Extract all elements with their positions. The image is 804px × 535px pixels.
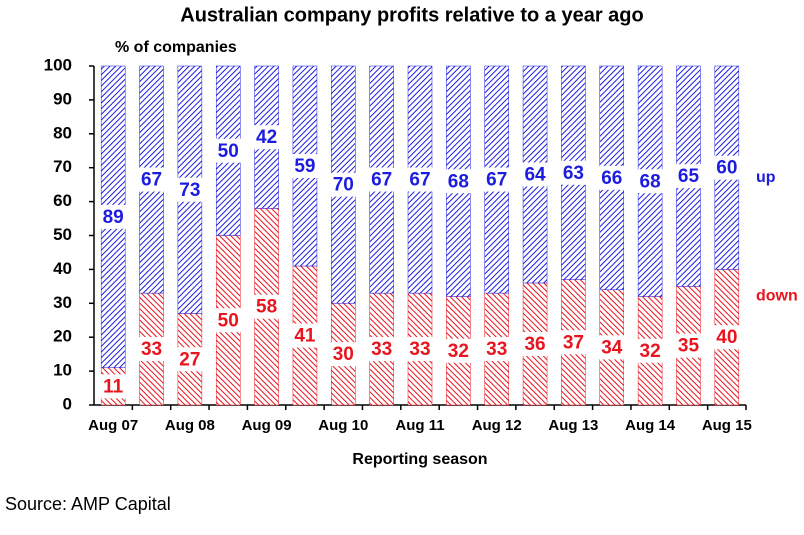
y-tick-label: 50 <box>53 225 72 244</box>
data-label-bg <box>520 162 551 187</box>
data-label: 67 <box>371 170 392 191</box>
data-label-bg <box>443 169 474 194</box>
data-label: 73 <box>179 180 200 201</box>
data-label-bg <box>213 138 244 163</box>
data-label-bg <box>481 337 512 362</box>
data-label: 33 <box>371 339 392 360</box>
x-tick-label: Aug 08 <box>165 417 215 434</box>
x-tick-label: Aug 13 <box>548 417 598 434</box>
data-label-bg <box>558 330 589 355</box>
data-label-bg <box>289 323 320 348</box>
y-tick-label: 0 <box>63 394 72 413</box>
data-label: 11 <box>103 376 124 397</box>
data-label-bg <box>635 169 666 194</box>
data-label: 66 <box>601 168 622 189</box>
data-label: 34 <box>601 337 623 358</box>
data-label: 58 <box>256 297 277 318</box>
x-tick-label: Aug 12 <box>472 417 522 434</box>
y-axis-label: % of companies <box>115 39 237 56</box>
data-label: 40 <box>716 327 737 348</box>
x-tick-label: Aug 14 <box>625 417 676 434</box>
chart-title: Australian company profits relative to a… <box>180 4 643 26</box>
data-label-bg <box>366 167 397 192</box>
y-tick-label: 30 <box>53 293 72 312</box>
data-label-bg <box>673 164 704 189</box>
data-label-bg <box>405 167 435 192</box>
y-tick-label: 60 <box>53 191 72 210</box>
data-label-bg <box>174 347 205 372</box>
data-label: 60 <box>716 158 737 179</box>
data-label-bg <box>711 155 742 180</box>
data-label: 65 <box>678 166 700 187</box>
data-label-bg <box>405 337 435 362</box>
data-label-bg <box>481 167 512 192</box>
data-label-bg <box>251 125 282 150</box>
x-tick-label: Aug 11 <box>395 417 444 434</box>
y-tick-label: 70 <box>53 157 72 176</box>
data-label: 42 <box>256 127 277 148</box>
data-label: 89 <box>103 207 124 228</box>
data-label: 35 <box>678 336 700 357</box>
y-tick-label: 10 <box>53 361 72 380</box>
data-label: 27 <box>179 349 200 370</box>
data-label: 59 <box>294 156 315 177</box>
data-label: 30 <box>333 344 354 365</box>
data-label: 68 <box>448 171 469 192</box>
legend-label: up <box>756 169 776 186</box>
data-label-bg <box>98 204 129 229</box>
data-label-bg <box>289 154 320 179</box>
data-label-bg <box>596 165 627 190</box>
data-label: 36 <box>524 334 545 355</box>
data-label: 32 <box>640 341 661 362</box>
data-label-bg <box>366 337 397 362</box>
y-tick-label: 20 <box>53 327 72 346</box>
data-label: 50 <box>218 141 239 162</box>
data-label: 33 <box>409 339 430 360</box>
x-tick-label: Aug 10 <box>318 417 368 434</box>
data-label-bg <box>213 308 244 333</box>
y-tick-label: 80 <box>53 123 72 142</box>
data-label-bg <box>328 342 359 367</box>
y-tick-label: 40 <box>53 259 72 278</box>
data-label: 67 <box>409 170 430 191</box>
data-label: 64 <box>524 164 546 185</box>
data-label-bg <box>136 337 167 362</box>
x-tick-label: Aug 09 <box>242 417 292 434</box>
data-label-bg <box>251 294 282 319</box>
data-label-bg <box>136 167 167 192</box>
data-label: 41 <box>294 326 316 347</box>
y-tick-label: 100 <box>44 55 72 74</box>
data-label-bg <box>596 335 627 360</box>
data-label-bg <box>520 331 551 356</box>
data-label-bg <box>558 160 589 185</box>
data-label: 33 <box>141 339 162 360</box>
data-label: 68 <box>640 171 661 192</box>
data-label-bg <box>443 338 474 363</box>
data-label-bg <box>98 374 129 399</box>
data-label: 67 <box>486 170 507 191</box>
legend-label: down <box>756 288 798 305</box>
data-label-bg <box>635 338 666 363</box>
data-label: 70 <box>333 175 354 196</box>
data-label: 37 <box>563 332 584 353</box>
x-tick-label: Aug 15 <box>702 417 752 434</box>
data-label-bg <box>711 325 742 350</box>
data-label: 33 <box>486 339 507 360</box>
data-label-bg <box>673 333 704 358</box>
x-tick-label: Aug 07 <box>88 417 138 434</box>
data-label-bg <box>328 172 359 197</box>
data-label: 67 <box>141 170 162 191</box>
data-label: 63 <box>563 163 584 184</box>
source: Source: AMP Capital <box>5 494 171 514</box>
data-label: 32 <box>448 341 469 362</box>
x-axis-label: Reporting season <box>352 451 487 468</box>
data-label: 50 <box>218 310 239 331</box>
data-label-bg <box>174 177 205 202</box>
y-tick-label: 90 <box>53 89 72 108</box>
